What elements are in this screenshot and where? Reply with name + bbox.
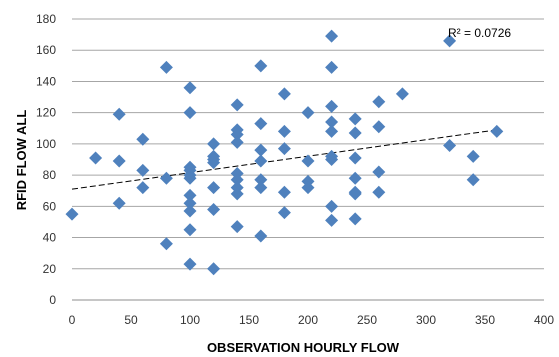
data-point — [277, 87, 291, 101]
data-point — [254, 59, 268, 73]
x-tick-label: 150 — [239, 313, 259, 327]
x-tick-label: 0 — [69, 313, 76, 327]
data-point — [183, 196, 197, 210]
data-point — [372, 95, 386, 109]
data-point — [277, 124, 291, 138]
data-point — [372, 120, 386, 134]
data-point — [325, 60, 339, 74]
data-point — [159, 171, 173, 185]
data-point — [325, 99, 339, 113]
data-point — [207, 137, 221, 151]
x-tick-label: 350 — [475, 313, 495, 327]
data-point — [207, 153, 221, 166]
x-axis-title: OBSERVATION HOURLY FLOW — [207, 340, 400, 355]
data-point — [230, 135, 244, 149]
y-tick-label: 20 — [43, 262, 57, 276]
data-point — [183, 223, 197, 237]
data-point — [89, 151, 103, 165]
data-point — [443, 34, 457, 48]
data-point — [325, 149, 339, 163]
x-tick-labels: 0 50 100 150 200 250 300 350 400 — [69, 313, 555, 327]
data-point — [136, 181, 150, 195]
y-tick-label: 80 — [43, 168, 57, 182]
data-point — [183, 106, 197, 120]
x-tick-label: 300 — [416, 313, 436, 327]
data-point — [301, 154, 315, 168]
data-point — [254, 229, 268, 243]
data-point — [183, 188, 197, 202]
data-point — [348, 126, 362, 140]
y-tick-label: 60 — [43, 199, 57, 213]
data-point — [183, 171, 197, 185]
data-point — [230, 181, 244, 195]
data-points — [65, 29, 504, 276]
data-point — [230, 128, 244, 142]
y-tick-label: 180 — [36, 12, 56, 26]
data-point — [277, 206, 291, 220]
y-tick-label: 40 — [43, 231, 57, 245]
data-point — [159, 237, 173, 251]
data-point — [490, 124, 504, 138]
data-point — [466, 173, 480, 187]
data-point — [325, 115, 339, 129]
data-point — [348, 171, 362, 185]
data-point — [230, 173, 244, 187]
data-point — [301, 181, 315, 195]
data-point — [325, 124, 339, 138]
data-point — [112, 196, 126, 210]
data-point — [301, 106, 315, 120]
data-point — [395, 87, 409, 101]
trendline — [71, 129, 497, 190]
data-point — [230, 98, 244, 112]
x-tick-label: 400 — [534, 313, 554, 327]
data-point — [159, 60, 173, 74]
data-point — [372, 165, 386, 179]
data-point — [112, 154, 126, 168]
data-point — [136, 132, 150, 146]
data-point — [112, 107, 126, 121]
r-squared-annotation: R² = 0.0726 — [448, 26, 511, 40]
data-point — [443, 138, 457, 152]
y-tick-label: 0 — [49, 293, 56, 307]
data-point — [466, 149, 480, 163]
y-tick-label: 100 — [36, 137, 56, 151]
x-tick-label: 50 — [124, 313, 138, 327]
y-tick-label: 120 — [36, 106, 56, 120]
x-tick-label: 100 — [180, 313, 200, 327]
data-point — [254, 154, 268, 168]
data-point — [183, 81, 197, 95]
data-point — [136, 163, 150, 177]
data-point — [325, 29, 339, 43]
data-point — [348, 112, 362, 126]
data-point — [207, 262, 221, 276]
data-point — [254, 117, 268, 131]
data-point — [277, 185, 291, 199]
y-tick-label: 160 — [36, 43, 56, 57]
data-point — [254, 143, 268, 157]
data-point — [254, 181, 268, 195]
data-point — [348, 187, 362, 201]
data-point — [254, 173, 268, 187]
data-point — [207, 181, 221, 195]
y-axis-title: RFID FLOW ALL — [14, 110, 29, 211]
data-point — [183, 204, 197, 218]
data-point — [183, 163, 197, 177]
data-point — [325, 199, 339, 213]
data-point — [230, 220, 244, 234]
data-point — [207, 202, 221, 216]
data-point — [325, 213, 339, 227]
x-tick-label: 250 — [357, 313, 377, 327]
data-point — [65, 207, 79, 221]
data-point — [183, 257, 197, 271]
data-point — [372, 185, 386, 199]
y-tick-label: 140 — [36, 74, 56, 88]
data-point — [348, 212, 362, 226]
x-tick-label: 200 — [298, 313, 318, 327]
y-tick-labels: 0 20 40 60 80 100 120 140 160 180 — [36, 12, 56, 307]
data-point — [277, 142, 291, 156]
data-point — [348, 151, 362, 165]
